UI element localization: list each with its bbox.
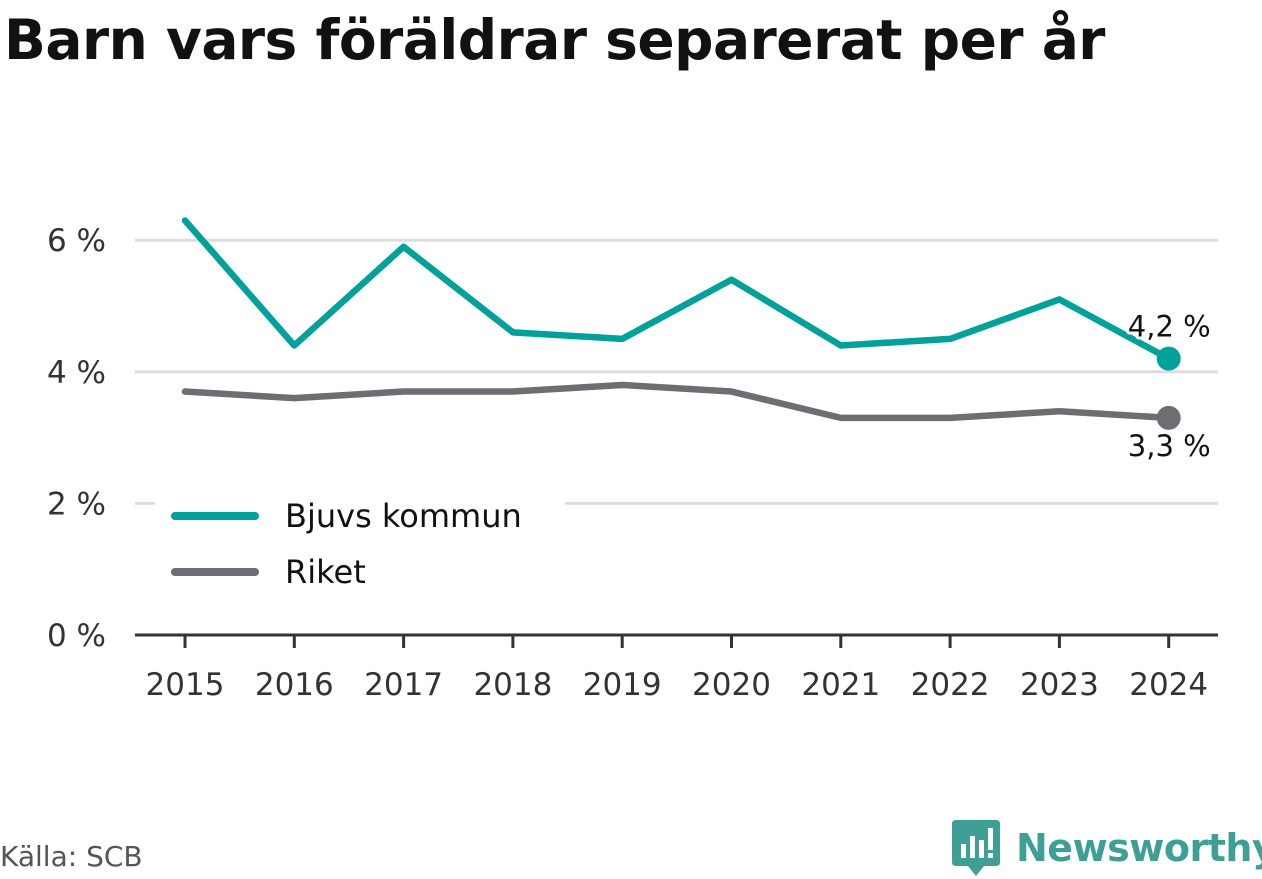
x-axis: 2015 2016 2017 2018 2019 2020 2021 2022 2023 2024 (135, 633, 1218, 703)
source-note: Källa: SCB (0, 840, 143, 873)
y-tick-label: 6 % (47, 223, 106, 259)
chart-title: Barn vars föräldrar separerat per år (4, 8, 1105, 72)
brand-name: Newsworthy (1016, 826, 1262, 870)
legend-background (155, 488, 565, 604)
series-line-riket (181, 381, 1172, 422)
x-tick-label: 2021 (801, 667, 880, 703)
x-tick-label: 2023 (1020, 667, 1099, 703)
x-tick-label: 2022 (911, 667, 990, 703)
x-tick-label: 2019 (583, 667, 662, 703)
y-tick-label: 0 % (47, 618, 106, 654)
x-tick-label: 2018 (473, 667, 552, 703)
gridlines (135, 238, 1218, 505)
x-tick-label: 2020 (692, 667, 771, 703)
end-label-riket: 3,3 % (1128, 429, 1211, 463)
x-tick-label: 2015 (146, 667, 225, 703)
series-line-bjuvs-kommun (181, 217, 1172, 362)
series-lines: 4,2 % 3,3 % (181, 217, 1214, 466)
x-tick-label: 2017 (364, 667, 443, 703)
end-marker-riket (1156, 405, 1181, 430)
legend-label-riket: Riket (285, 553, 366, 591)
y-tick-label: 2 % (47, 486, 106, 522)
brand-logo: Newsworthy (950, 818, 1262, 878)
end-label-bjuvs-kommun: 4,2 % (1128, 310, 1211, 344)
legend-label-bjuvs-kommun: Bjuvs kommun (285, 497, 522, 535)
newsworthy-logo-icon (952, 820, 1000, 876)
x-tick-label: 2016 (255, 667, 334, 703)
x-tick-label: 2024 (1129, 667, 1208, 703)
end-marker-bjuvs-kommun (1156, 346, 1181, 371)
y-axis-tick-labels: 0 % 2 % 4 % 6 % (47, 223, 106, 654)
line-chart: 0 % 2 % 4 % 6 % 2015 2016 2017 2018 2019 2020 202… (47, 217, 1218, 703)
y-tick-label: 4 % (47, 355, 106, 391)
legend: Bjuvs kommun Riket (155, 488, 565, 604)
